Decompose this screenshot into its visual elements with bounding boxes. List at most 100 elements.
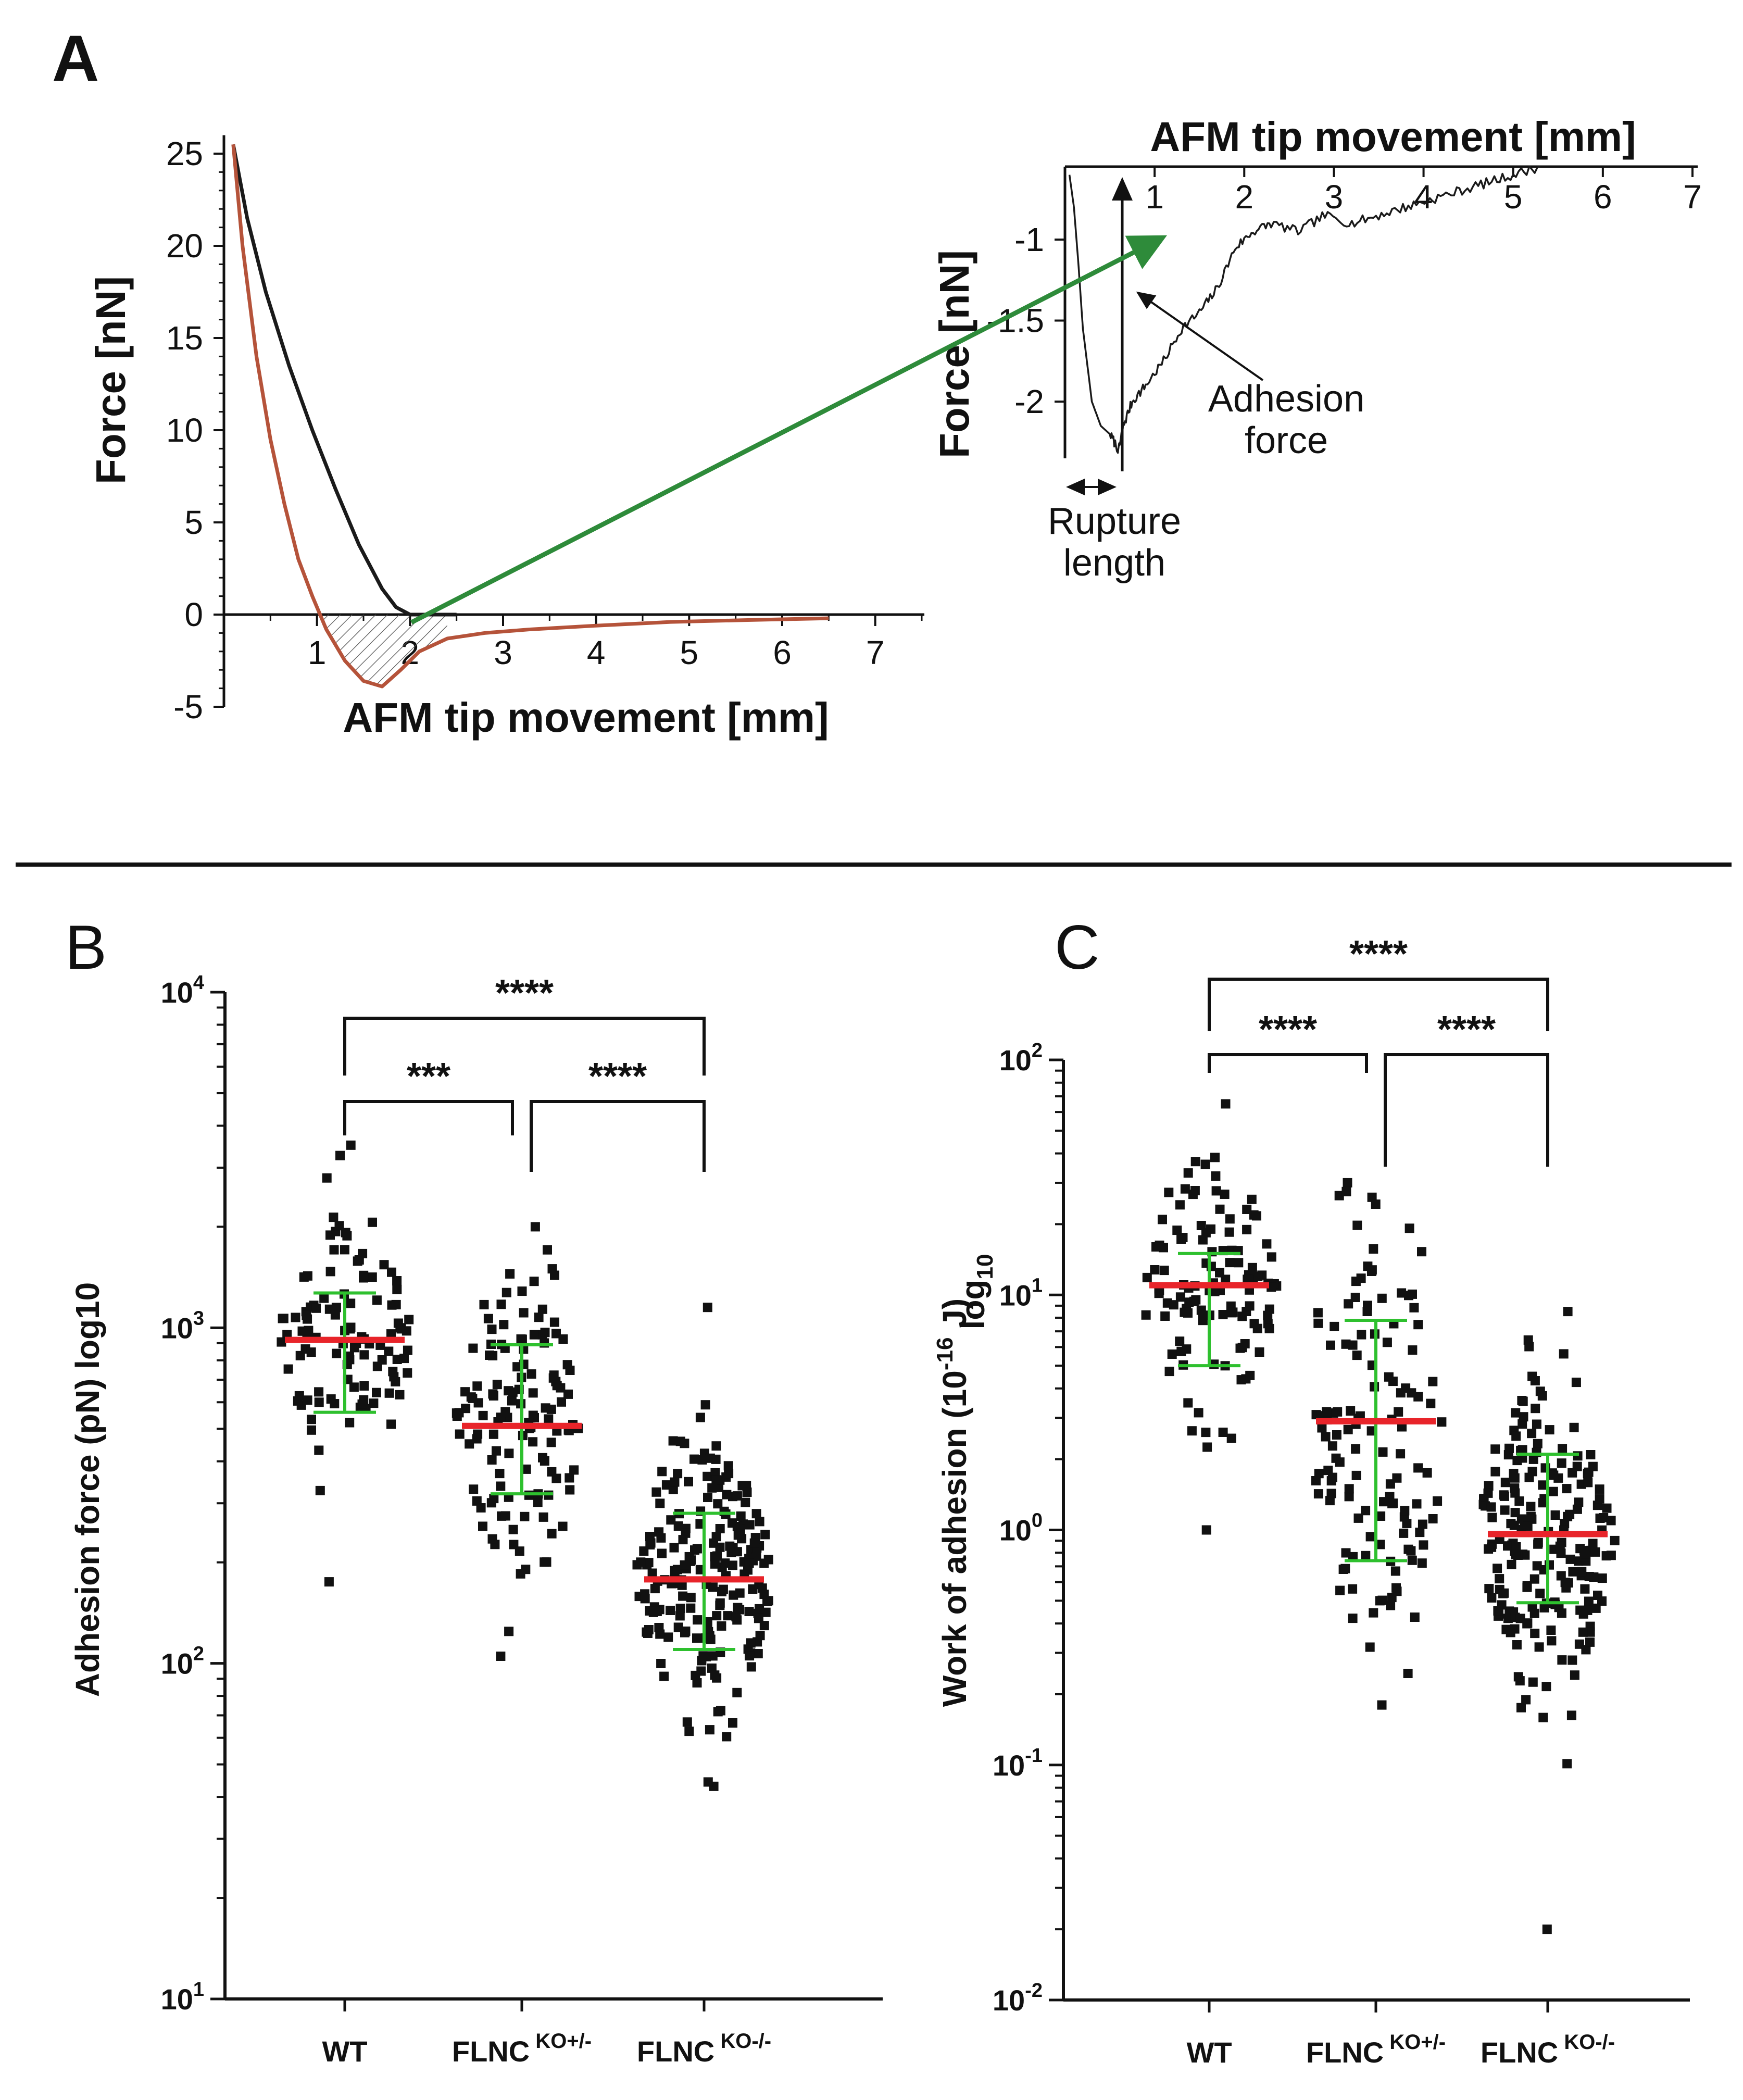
data-point — [533, 1497, 543, 1507]
data-point — [731, 1612, 741, 1622]
significance-bracket — [1384, 1053, 1549, 1167]
data-point — [1400, 1506, 1410, 1516]
data-point — [724, 1469, 734, 1479]
data-point — [1267, 1252, 1276, 1262]
data-point — [556, 1383, 566, 1393]
data-point — [563, 1389, 573, 1399]
data-point — [713, 1707, 723, 1717]
data-point — [379, 1260, 389, 1270]
data-point — [1334, 1191, 1344, 1201]
data-point — [1190, 1186, 1200, 1195]
data-point — [1510, 1473, 1520, 1483]
data-point — [1428, 1377, 1438, 1386]
data-point — [303, 1271, 312, 1281]
data-point — [1366, 1426, 1376, 1436]
data-point — [1351, 1444, 1361, 1454]
data-point — [492, 1380, 502, 1390]
data-point — [1542, 1924, 1552, 1934]
data-point — [516, 1334, 526, 1344]
data-point — [388, 1367, 398, 1377]
data-point — [1565, 1554, 1575, 1564]
data-point — [359, 1381, 369, 1391]
data-point — [659, 1671, 669, 1681]
data-point — [1377, 1293, 1387, 1303]
data-point — [711, 1441, 721, 1451]
data-point — [1417, 1558, 1427, 1568]
data-point — [326, 1394, 336, 1404]
data-point — [1264, 1304, 1274, 1314]
data-point — [705, 1725, 714, 1735]
data-point — [1180, 1184, 1190, 1194]
data-point — [1493, 1564, 1502, 1573]
data-point — [1562, 1484, 1572, 1494]
data-point — [1249, 1319, 1259, 1329]
data-point — [1200, 1159, 1210, 1169]
data-point — [1530, 1629, 1540, 1639]
data-point — [342, 1231, 352, 1241]
data-point — [1591, 1603, 1601, 1613]
data-point — [302, 1310, 311, 1320]
data-point — [1514, 1496, 1524, 1506]
y-tick-label: 102 — [999, 1040, 1043, 1077]
data-point — [469, 1484, 479, 1494]
data-point — [546, 1438, 556, 1447]
panel-a-y-tick-label: 20 — [166, 227, 203, 265]
data-point — [1562, 1759, 1572, 1769]
data-point — [1588, 1461, 1598, 1471]
data-point — [403, 1368, 412, 1378]
data-point — [680, 1439, 689, 1448]
panel-a-y-tick-label: 10 — [166, 411, 203, 449]
data-point — [486, 1498, 496, 1508]
adhesion-force-label: Adhesion force — [1208, 378, 1364, 461]
data-point — [1585, 1637, 1595, 1647]
data-point — [673, 1521, 683, 1531]
panel-a-x-tick-label: 6 — [773, 634, 792, 671]
data-point — [1221, 1099, 1231, 1109]
panel-a-inset-x-tick-label: 6 — [1594, 178, 1612, 216]
data-point — [404, 1315, 414, 1324]
data-point — [507, 1396, 517, 1406]
data-point — [478, 1410, 488, 1420]
data-point — [538, 1512, 548, 1522]
data-point — [495, 1469, 505, 1479]
data-point — [359, 1270, 369, 1280]
data-point — [1376, 1511, 1386, 1521]
data-point — [1313, 1308, 1323, 1318]
data-point — [647, 1568, 657, 1578]
data-point — [1410, 1613, 1420, 1622]
data-point — [1332, 1430, 1341, 1440]
data-point — [307, 1415, 316, 1424]
data-point — [1183, 1168, 1193, 1178]
data-point — [741, 1497, 750, 1507]
data-point — [722, 1732, 732, 1742]
data-point — [392, 1276, 402, 1285]
data-point — [1151, 1242, 1161, 1252]
data-point — [530, 1222, 540, 1232]
data-point — [1487, 1542, 1497, 1552]
data-point — [1504, 1443, 1514, 1453]
data-point — [1531, 1404, 1540, 1414]
data-point — [1533, 1539, 1543, 1549]
data-point — [529, 1277, 539, 1286]
data-point — [1524, 1342, 1534, 1352]
data-point — [1511, 1431, 1521, 1441]
data-point — [1247, 1194, 1257, 1204]
data-point — [465, 1439, 474, 1449]
data-point — [1379, 1497, 1388, 1507]
data-point — [311, 1303, 321, 1313]
data-point — [330, 1310, 340, 1320]
data-point — [675, 1604, 685, 1614]
data-point — [1311, 1476, 1321, 1485]
data-point — [1333, 1407, 1343, 1417]
data-point — [1509, 1520, 1519, 1530]
data-point — [1353, 1513, 1363, 1523]
data-point — [1330, 1321, 1339, 1331]
data-point — [315, 1485, 325, 1495]
data-point — [707, 1483, 717, 1493]
data-point — [1253, 1272, 1263, 1281]
data-point — [1526, 1502, 1536, 1511]
data-point — [359, 1350, 369, 1360]
data-point — [1583, 1478, 1593, 1488]
data-point — [1198, 1235, 1208, 1245]
data-point — [1244, 1274, 1254, 1284]
